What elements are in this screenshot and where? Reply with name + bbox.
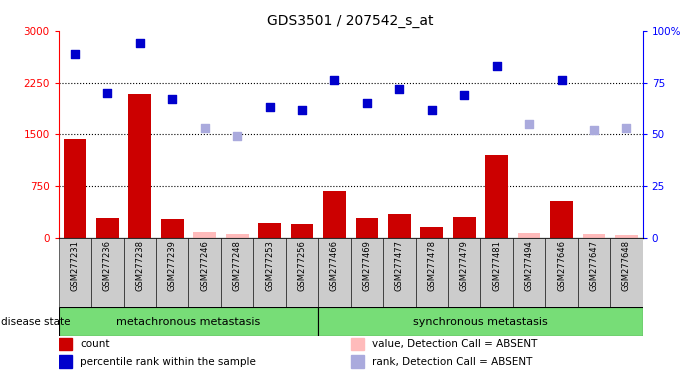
Text: GSM277466: GSM277466 [330,240,339,291]
Point [426,106,437,113]
FancyBboxPatch shape [513,238,545,307]
FancyBboxPatch shape [383,238,415,307]
Text: GSM277231: GSM277231 [70,240,79,291]
Bar [226,234,249,238]
Bar [350,356,363,368]
FancyBboxPatch shape [319,307,643,336]
Text: value, Detection Call = ABSENT: value, Detection Call = ABSENT [372,339,538,349]
Text: GSM277238: GSM277238 [135,240,144,291]
Bar [356,218,378,238]
Text: synchronous metastasis: synchronous metastasis [413,316,548,327]
Bar [129,94,151,238]
Bar [518,233,540,238]
Bar [59,338,72,350]
Bar [193,232,216,238]
FancyBboxPatch shape [59,307,319,336]
Bar [453,217,475,238]
Point [296,106,307,113]
Text: GSM277469: GSM277469 [362,240,371,291]
FancyBboxPatch shape [156,238,189,307]
Point [589,127,600,133]
FancyBboxPatch shape [59,238,91,307]
Point [329,78,340,84]
Point [199,125,210,131]
Point [621,125,632,131]
Text: GSM277477: GSM277477 [395,240,404,291]
Point [524,121,535,127]
Text: GSM277647: GSM277647 [589,240,598,291]
Bar [485,155,508,238]
FancyBboxPatch shape [254,238,286,307]
FancyBboxPatch shape [91,238,124,307]
Text: GSM277239: GSM277239 [168,240,177,291]
Point [264,104,275,111]
Bar [96,218,119,238]
Bar [350,338,363,350]
Bar [388,214,410,238]
FancyBboxPatch shape [221,238,254,307]
Text: GSM277478: GSM277478 [427,240,436,291]
FancyBboxPatch shape [286,238,319,307]
Text: GSM277479: GSM277479 [460,240,468,291]
FancyBboxPatch shape [319,238,350,307]
Bar [323,191,346,238]
FancyBboxPatch shape [448,238,480,307]
FancyBboxPatch shape [350,238,383,307]
Text: metachronous metastasis: metachronous metastasis [116,316,261,327]
Point [231,133,243,139]
FancyBboxPatch shape [480,238,513,307]
Bar [59,356,72,368]
Point [394,86,405,92]
Text: GSM277646: GSM277646 [557,240,566,291]
Text: GSM277481: GSM277481 [492,240,501,291]
Text: disease state: disease state [1,316,70,327]
Bar [161,219,184,238]
Bar [420,227,443,238]
Text: GSM277253: GSM277253 [265,240,274,291]
FancyBboxPatch shape [124,238,156,307]
Text: GSM277256: GSM277256 [298,240,307,291]
Point [69,50,80,56]
Text: GSM277248: GSM277248 [233,240,242,291]
Text: GSM277648: GSM277648 [622,240,631,291]
Bar [615,235,638,238]
Bar [550,201,573,238]
Bar [583,233,605,238]
Point [556,78,567,84]
Text: percentile rank within the sample: percentile rank within the sample [80,357,256,367]
FancyBboxPatch shape [189,238,221,307]
Bar [258,223,281,238]
Text: GSM277246: GSM277246 [200,240,209,291]
Point [134,40,145,46]
Title: GDS3501 / 207542_s_at: GDS3501 / 207542_s_at [267,14,434,28]
Bar [291,224,314,238]
Point [491,63,502,69]
Text: GSM277494: GSM277494 [524,240,533,291]
FancyBboxPatch shape [415,238,448,307]
Text: rank, Detection Call = ABSENT: rank, Detection Call = ABSENT [372,357,533,367]
FancyBboxPatch shape [610,238,643,307]
Point [102,90,113,96]
Point [459,92,470,98]
Bar [64,139,86,238]
FancyBboxPatch shape [545,238,578,307]
FancyBboxPatch shape [578,238,610,307]
Text: GSM277236: GSM277236 [103,240,112,291]
Text: count: count [80,339,110,349]
Point [167,96,178,102]
Point [361,100,372,106]
